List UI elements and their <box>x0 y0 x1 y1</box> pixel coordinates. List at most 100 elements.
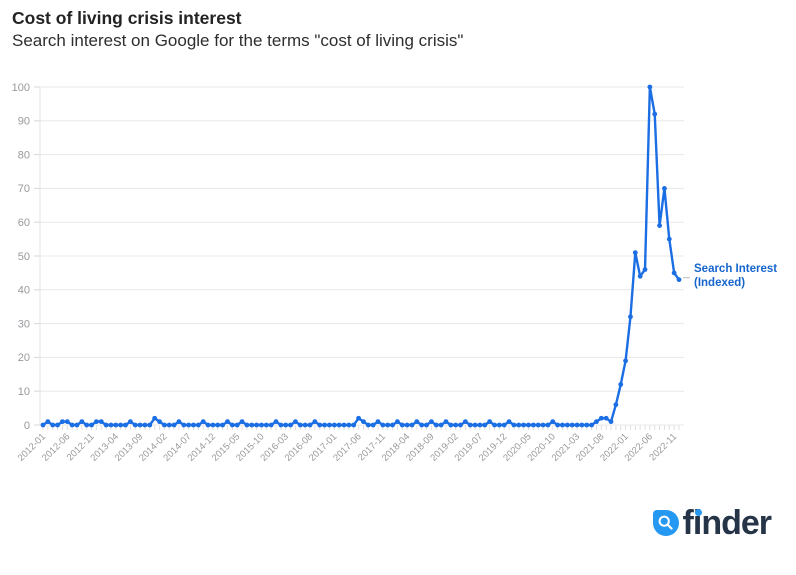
data-point <box>346 422 352 428</box>
chart-title: Cost of living crisis interest <box>12 8 242 28</box>
data-point <box>477 422 483 428</box>
data-point <box>215 422 221 428</box>
data-point <box>191 422 196 428</box>
data-point <box>370 422 376 428</box>
data-point <box>584 422 590 428</box>
data-point <box>220 422 226 428</box>
data-point <box>637 273 643 279</box>
data-point <box>50 422 56 428</box>
finder-logo-badge <box>652 510 679 536</box>
series-legend: Search Interest (Indexed) <box>694 263 777 290</box>
data-point <box>613 402 619 408</box>
data-point <box>453 422 459 428</box>
data-point <box>55 422 60 428</box>
legend-line-1: Search Interest <box>694 263 778 275</box>
data-point <box>496 422 502 428</box>
data-point <box>395 419 400 425</box>
y-tick-label: 100 <box>12 82 30 94</box>
data-point <box>171 422 177 428</box>
data-point <box>186 422 192 428</box>
data-point <box>380 422 386 428</box>
data-point <box>108 422 114 428</box>
data-point <box>676 277 682 283</box>
data-point <box>268 422 274 428</box>
data-point <box>356 415 361 421</box>
data-point <box>560 422 565 428</box>
data-point <box>336 422 342 428</box>
data-point <box>511 422 517 428</box>
data-point <box>579 422 585 428</box>
data-point <box>526 422 531 428</box>
data-point <box>147 422 153 428</box>
data-point <box>123 422 128 428</box>
data-point <box>244 422 250 428</box>
data-point <box>666 236 672 242</box>
data-point <box>166 422 172 428</box>
data-point <box>152 415 158 421</box>
data-point <box>288 422 294 428</box>
data-point <box>200 419 206 425</box>
data-point <box>555 422 561 428</box>
x-tick-labels: 2012-012012-062012-112013-042013-092014-… <box>16 431 680 463</box>
data-point <box>438 422 444 428</box>
data-points <box>40 84 682 428</box>
data-point <box>603 415 609 421</box>
y-tick-label: 10 <box>18 386 30 398</box>
magnifier-icon <box>658 515 673 530</box>
data-point <box>375 419 381 425</box>
data-point <box>574 422 580 428</box>
data-point <box>142 422 148 428</box>
data-point <box>540 422 546 428</box>
data-point <box>283 422 289 428</box>
data-point <box>448 422 454 428</box>
data-point <box>550 419 556 425</box>
data-point <box>302 422 308 428</box>
data-point <box>521 422 527 428</box>
data-point <box>263 422 269 428</box>
data-point <box>662 186 667 191</box>
data-point <box>40 422 46 428</box>
data-point <box>361 419 366 425</box>
data-point <box>161 422 167 428</box>
data-point <box>225 419 230 425</box>
data-point <box>341 422 347 428</box>
data-point <box>458 422 463 428</box>
y-tick-label: 20 <box>18 352 30 364</box>
data-point <box>569 422 575 428</box>
data-point <box>506 419 512 425</box>
data-point <box>297 422 303 428</box>
data-point <box>433 422 439 428</box>
data-point <box>628 314 633 320</box>
data-point <box>443 419 449 425</box>
y-axis: 0 10 20 30 40 50 60 70 80 90 100 <box>12 82 684 432</box>
data-point <box>618 382 624 387</box>
data-point <box>365 422 371 428</box>
data-point <box>293 419 298 425</box>
data-point <box>132 422 138 428</box>
y-tick-label: 80 <box>18 149 30 161</box>
data-point <box>535 422 541 428</box>
finder-logo: finder <box>652 506 772 540</box>
data-point <box>390 422 395 428</box>
data-point <box>210 422 216 428</box>
data-point <box>239 419 245 425</box>
data-point <box>594 419 599 425</box>
x-tick-label: 2022-11 <box>647 431 679 463</box>
data-point <box>482 422 488 428</box>
data-point <box>84 422 90 428</box>
data-point <box>492 422 497 428</box>
data-point <box>234 422 240 428</box>
data-point <box>176 419 182 425</box>
data-point <box>623 358 628 364</box>
data-point <box>589 422 595 428</box>
data-point <box>317 422 323 428</box>
data-point <box>632 250 638 256</box>
data-point <box>259 422 264 428</box>
data-point <box>487 419 493 425</box>
data-point <box>399 422 405 428</box>
y-tick-label: 40 <box>18 285 30 297</box>
data-point <box>404 422 410 428</box>
y-tick-label: 90 <box>18 116 30 128</box>
data-point <box>254 422 260 428</box>
